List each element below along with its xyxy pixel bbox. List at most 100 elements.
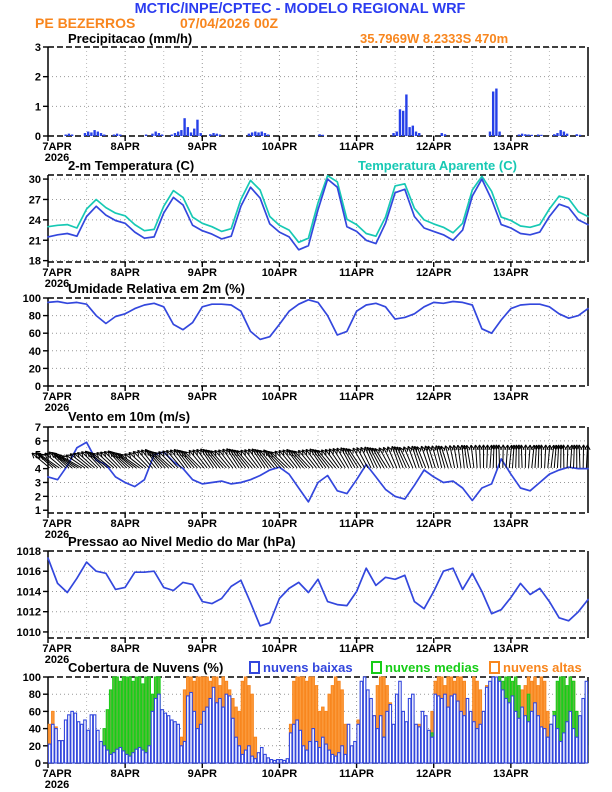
cloud-bar-baixas [195,728,200,764]
cloud-bar-baixas [472,721,476,764]
precip-bar [575,134,578,136]
cloud-bar-baixas [375,728,380,764]
precip-bar [556,133,559,136]
cloud-bar-baixas [157,693,161,764]
x-tick-label: 10APR [262,391,298,403]
legend-swatch-nuvens-medias [371,661,382,674]
wind-barb [490,444,498,468]
x-tick-label: 13APR [493,267,529,279]
series-line [47,557,589,627]
cloud-bar-baixas [359,680,364,764]
precip-bar [154,131,157,136]
precip-bar [193,128,196,136]
precip-bar [119,134,122,136]
cloud-bar-baixas [89,714,94,764]
cloud-bar-baixas [112,752,116,764]
x-tick-label: 8APR [110,391,139,403]
x-tick-label: 11APR [339,768,374,780]
cloud-bar-baixas [298,729,303,764]
cloud-bar-baixas [427,729,431,764]
precip-bar [86,131,90,136]
cloud-bar-baixas [558,740,563,764]
cloud-bar-baixas [256,752,261,764]
precip-bar [398,109,402,136]
precip-bar [530,134,533,136]
cloud-bar-medias [121,676,126,764]
cloud-bar-baixas [214,702,219,764]
wind-barb [504,444,511,468]
cloud-bar-baixas [218,697,222,764]
cloud-bar-baixas [366,689,370,764]
station-name: PE BEZERROS [35,15,135,31]
x-tick-year: 2026 [45,278,69,290]
cloud-bar-baixas [394,693,399,764]
wind-barb [480,444,487,468]
y-tick-label: 3 [35,42,41,54]
x-tick-label: 7APR [42,267,71,279]
wind-barb [240,449,256,469]
cloud-bar-baixas [378,715,383,764]
precip-bar [411,125,415,136]
x-tick-label: 13APR [493,643,529,655]
cloud-bar-baixas [407,697,412,764]
x-tick-label: 9APR [188,518,217,530]
cloud-bar-baixas [272,759,277,764]
cloud-bar-baixas [542,728,547,764]
panel-title-temp: 2-m Temperatura (C) [68,158,194,173]
series-line [47,441,589,503]
precip-bar [199,133,202,136]
cloud-bar-baixas [198,723,203,764]
cloud-bar-baixas [491,676,495,764]
cloud-bar-baixas [430,736,434,764]
x-tick-label: 8APR [110,518,139,530]
cloud-bar-baixas [533,702,537,764]
precip-bar [491,91,495,136]
cloud-bar-baixas [105,749,110,764]
cloud-bar-baixas [372,715,377,764]
cloud-bar-baixas [237,745,242,764]
cloud-bar-baixas [584,680,589,764]
precip-bar [392,133,395,136]
cloud-bar-baixas [504,697,508,764]
wind-barb [476,444,483,468]
cloud-bar-baixas [337,752,341,764]
x-tick-label: 13APR [493,518,529,530]
precip-bar [321,134,325,136]
wind-barb [526,444,534,468]
cloud-bar-baixas [327,749,332,764]
cloud-bar-baixas [565,721,569,764]
cloud-bar-baixas [517,717,521,764]
station-coordinates: 35.7969W 8.2333S 470m [360,31,508,46]
cloud-bar-baixas [539,726,544,764]
cloud-bar-medias [112,676,116,764]
cloud-bar-baixas [353,740,357,764]
cloud-bar-baixas [401,710,405,764]
cloud-bar-baixas [462,715,467,764]
model-title: MCTIC/INPE/CPTEC - MODELO REGIONAL WRF [135,1,466,17]
cloud-bar-baixas [288,732,293,764]
x-tick-label: 11APR [339,391,374,403]
cloud-bar-baixas [243,749,248,764]
cloud-bar-baixas [208,697,213,764]
cloud-bar-baixas [51,723,55,764]
precip-bar [67,133,71,136]
cloud-bar-baixas [497,680,502,764]
precip-bar [70,134,74,136]
cloud-bar-baixas [484,686,489,764]
y-tick-label: 100 [23,293,41,305]
y-tick-label: 60 [29,328,41,340]
cloud-bar-altas [330,685,335,764]
cloud-bar-baixas [60,740,65,764]
wind-barb [274,450,292,469]
precip-bar [157,133,161,136]
precip-bar [405,94,408,136]
cloud-bar-baixas [221,706,225,764]
cloud-bar-baixas [398,680,402,764]
cloud-bar-baixas [571,728,576,764]
cloud-bar-baixas [259,746,264,764]
wind-barb [573,444,580,468]
precip-bar [176,131,180,136]
precip-bar [263,133,267,136]
